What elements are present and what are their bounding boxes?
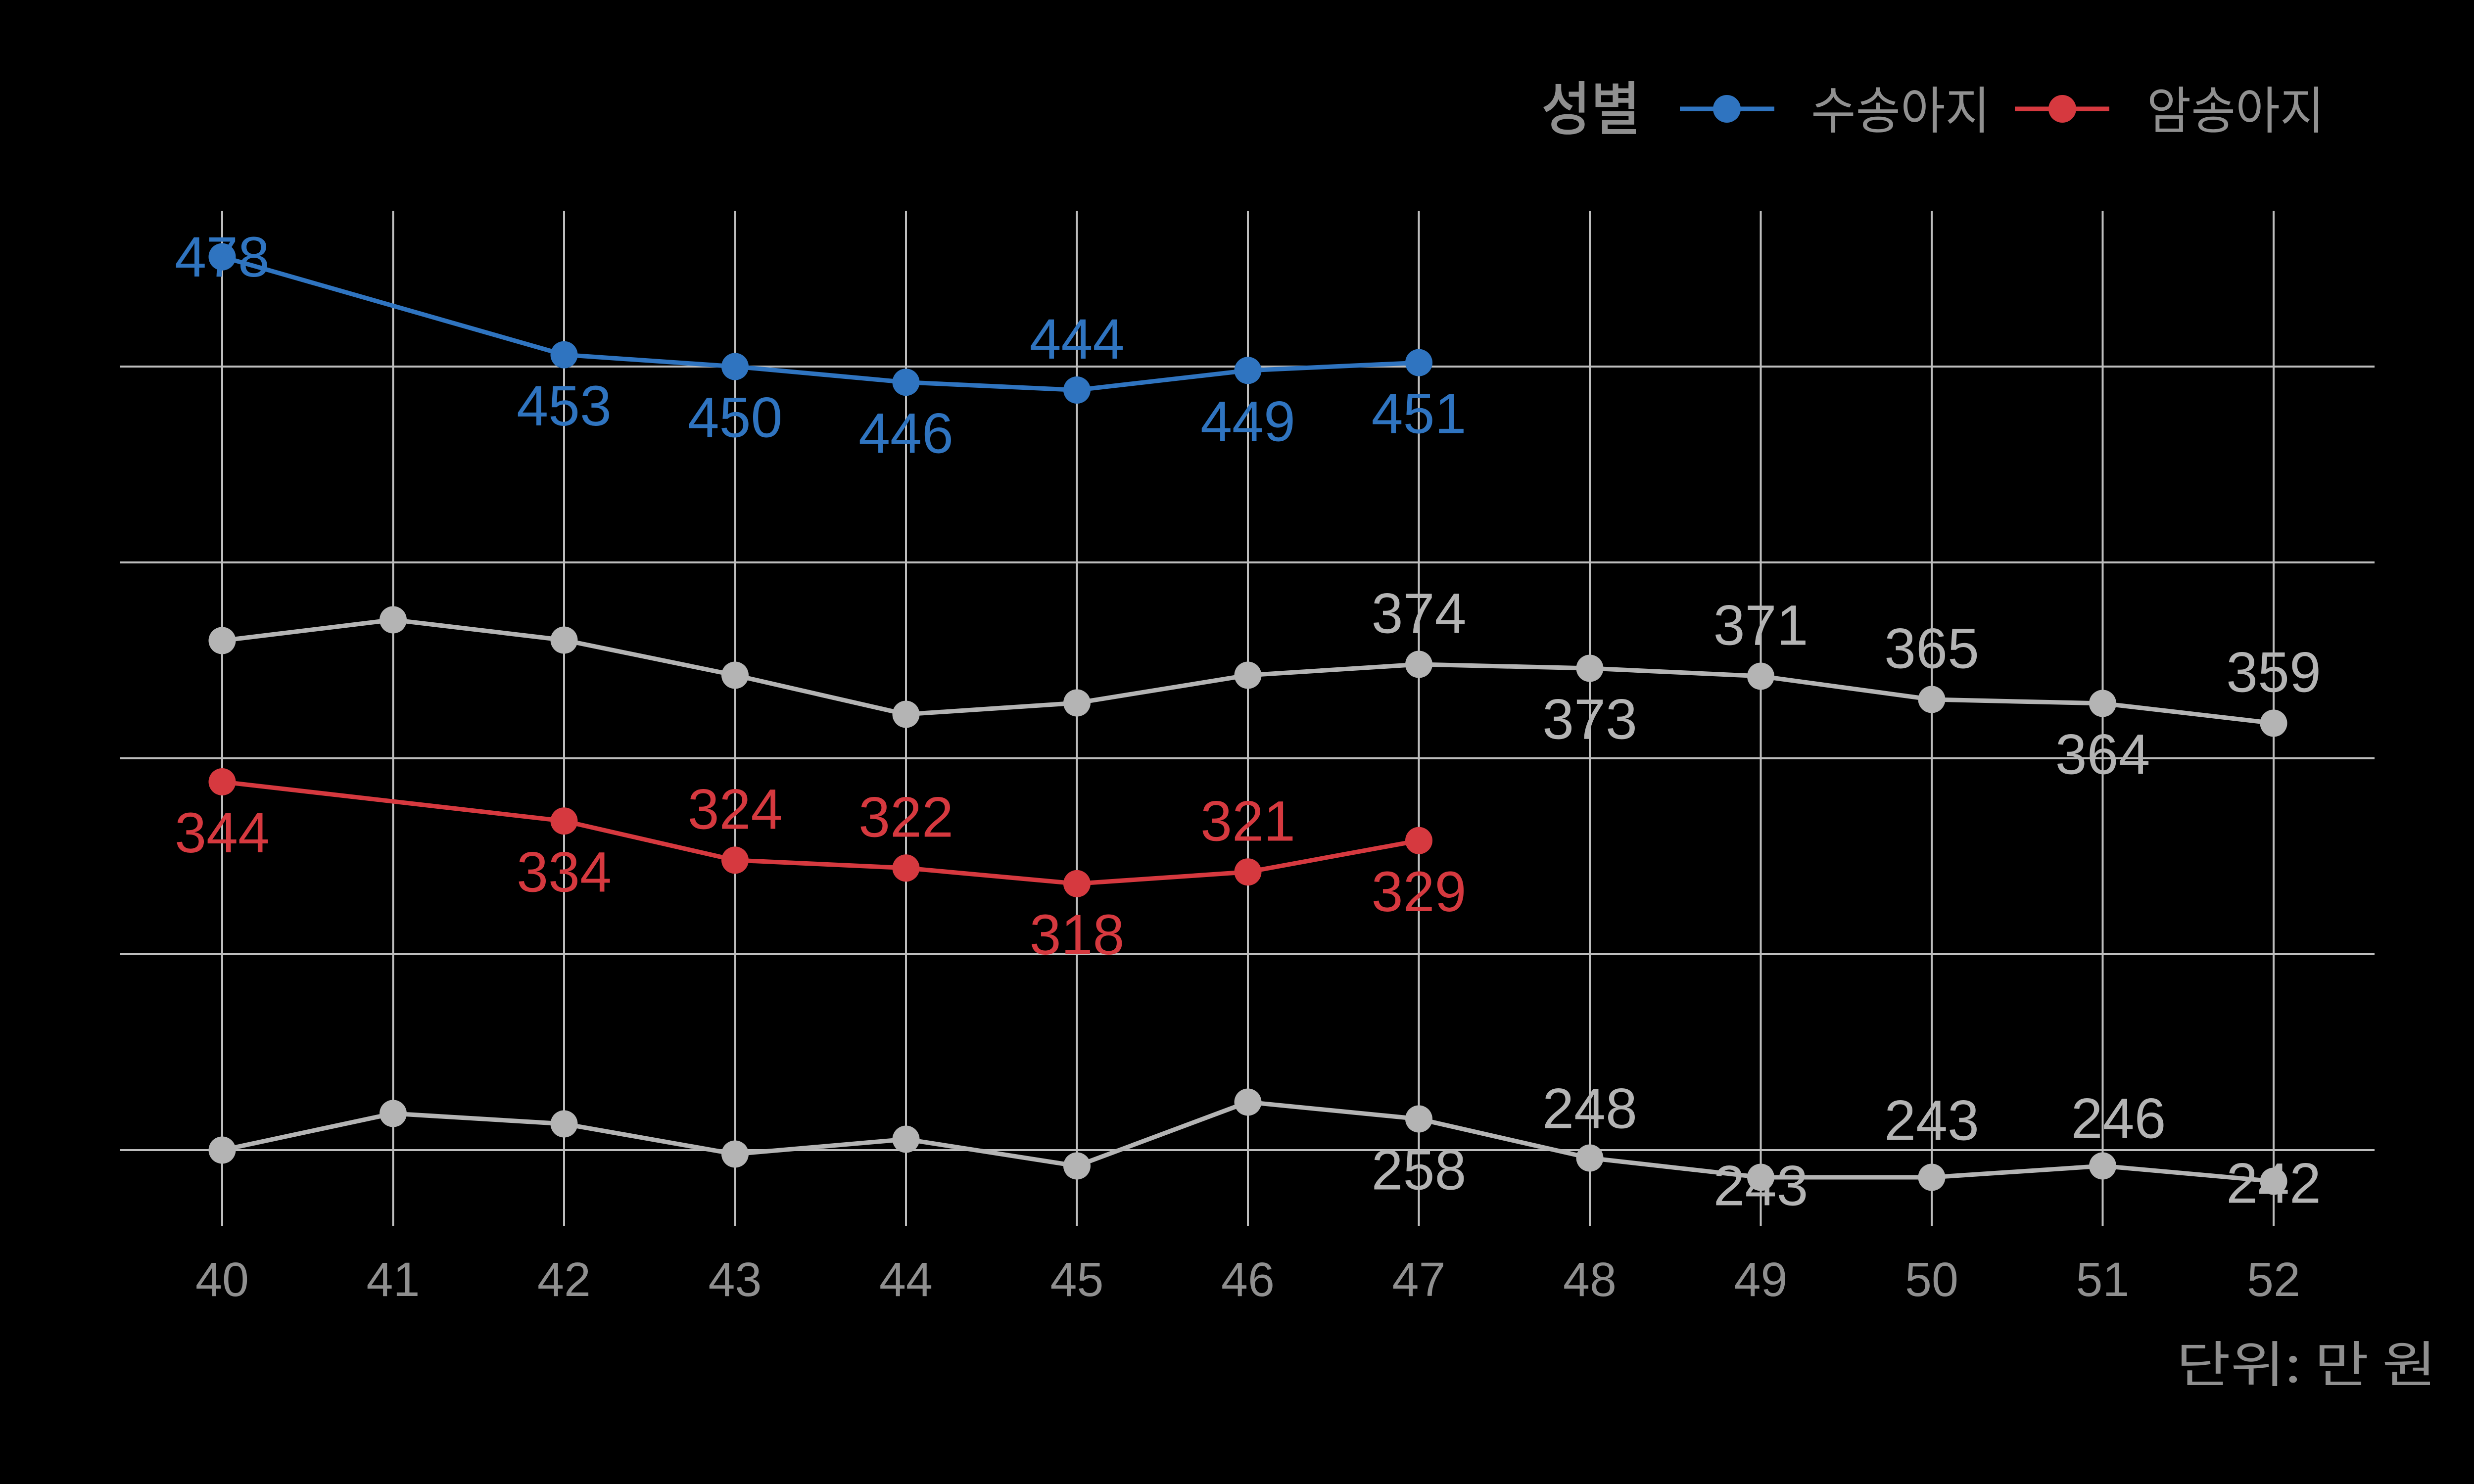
svg-text:248: 248 [1542, 1077, 1637, 1141]
svg-text:322: 322 [858, 786, 953, 849]
svg-text:450: 450 [688, 386, 783, 450]
svg-text:48: 48 [1563, 1252, 1617, 1306]
svg-text:344: 344 [175, 801, 270, 865]
svg-text:334: 334 [517, 840, 612, 904]
svg-text:41: 41 [367, 1252, 420, 1306]
svg-text:364: 364 [2055, 723, 2150, 787]
svg-text:243: 243 [1884, 1089, 1979, 1153]
svg-text:49: 49 [1734, 1252, 1788, 1306]
svg-text:52: 52 [2247, 1252, 2300, 1306]
svg-text:243: 243 [1713, 1155, 1808, 1218]
svg-text:371: 371 [1713, 594, 1808, 657]
svg-text:444: 444 [1030, 308, 1125, 371]
svg-text:40: 40 [195, 1252, 249, 1306]
svg-text:44: 44 [879, 1252, 933, 1306]
svg-text:374: 374 [1372, 582, 1467, 646]
svg-text:47: 47 [1392, 1252, 1446, 1306]
svg-text:329: 329 [1372, 860, 1467, 924]
svg-text:258: 258 [1372, 1139, 1467, 1202]
svg-text:373: 373 [1542, 688, 1637, 751]
svg-text:453: 453 [517, 374, 612, 438]
svg-text:43: 43 [709, 1252, 762, 1306]
svg-text:51: 51 [2076, 1252, 2130, 1306]
svg-text:324: 324 [688, 778, 783, 841]
svg-text:246: 246 [2071, 1087, 2166, 1151]
svg-text:318: 318 [1030, 903, 1125, 967]
svg-text:478: 478 [175, 226, 270, 289]
svg-text:451: 451 [1372, 382, 1467, 446]
svg-text:449: 449 [1200, 390, 1295, 454]
svg-text:359: 359 [2226, 641, 2321, 704]
svg-text:42: 42 [537, 1252, 591, 1306]
svg-text:45: 45 [1050, 1252, 1104, 1306]
svg-text:365: 365 [1884, 617, 1979, 681]
svg-text:242: 242 [2226, 1152, 2321, 1215]
svg-text:46: 46 [1221, 1252, 1275, 1306]
svg-text:321: 321 [1200, 789, 1295, 853]
svg-text:446: 446 [858, 402, 953, 465]
svg-text:50: 50 [1905, 1252, 1958, 1306]
